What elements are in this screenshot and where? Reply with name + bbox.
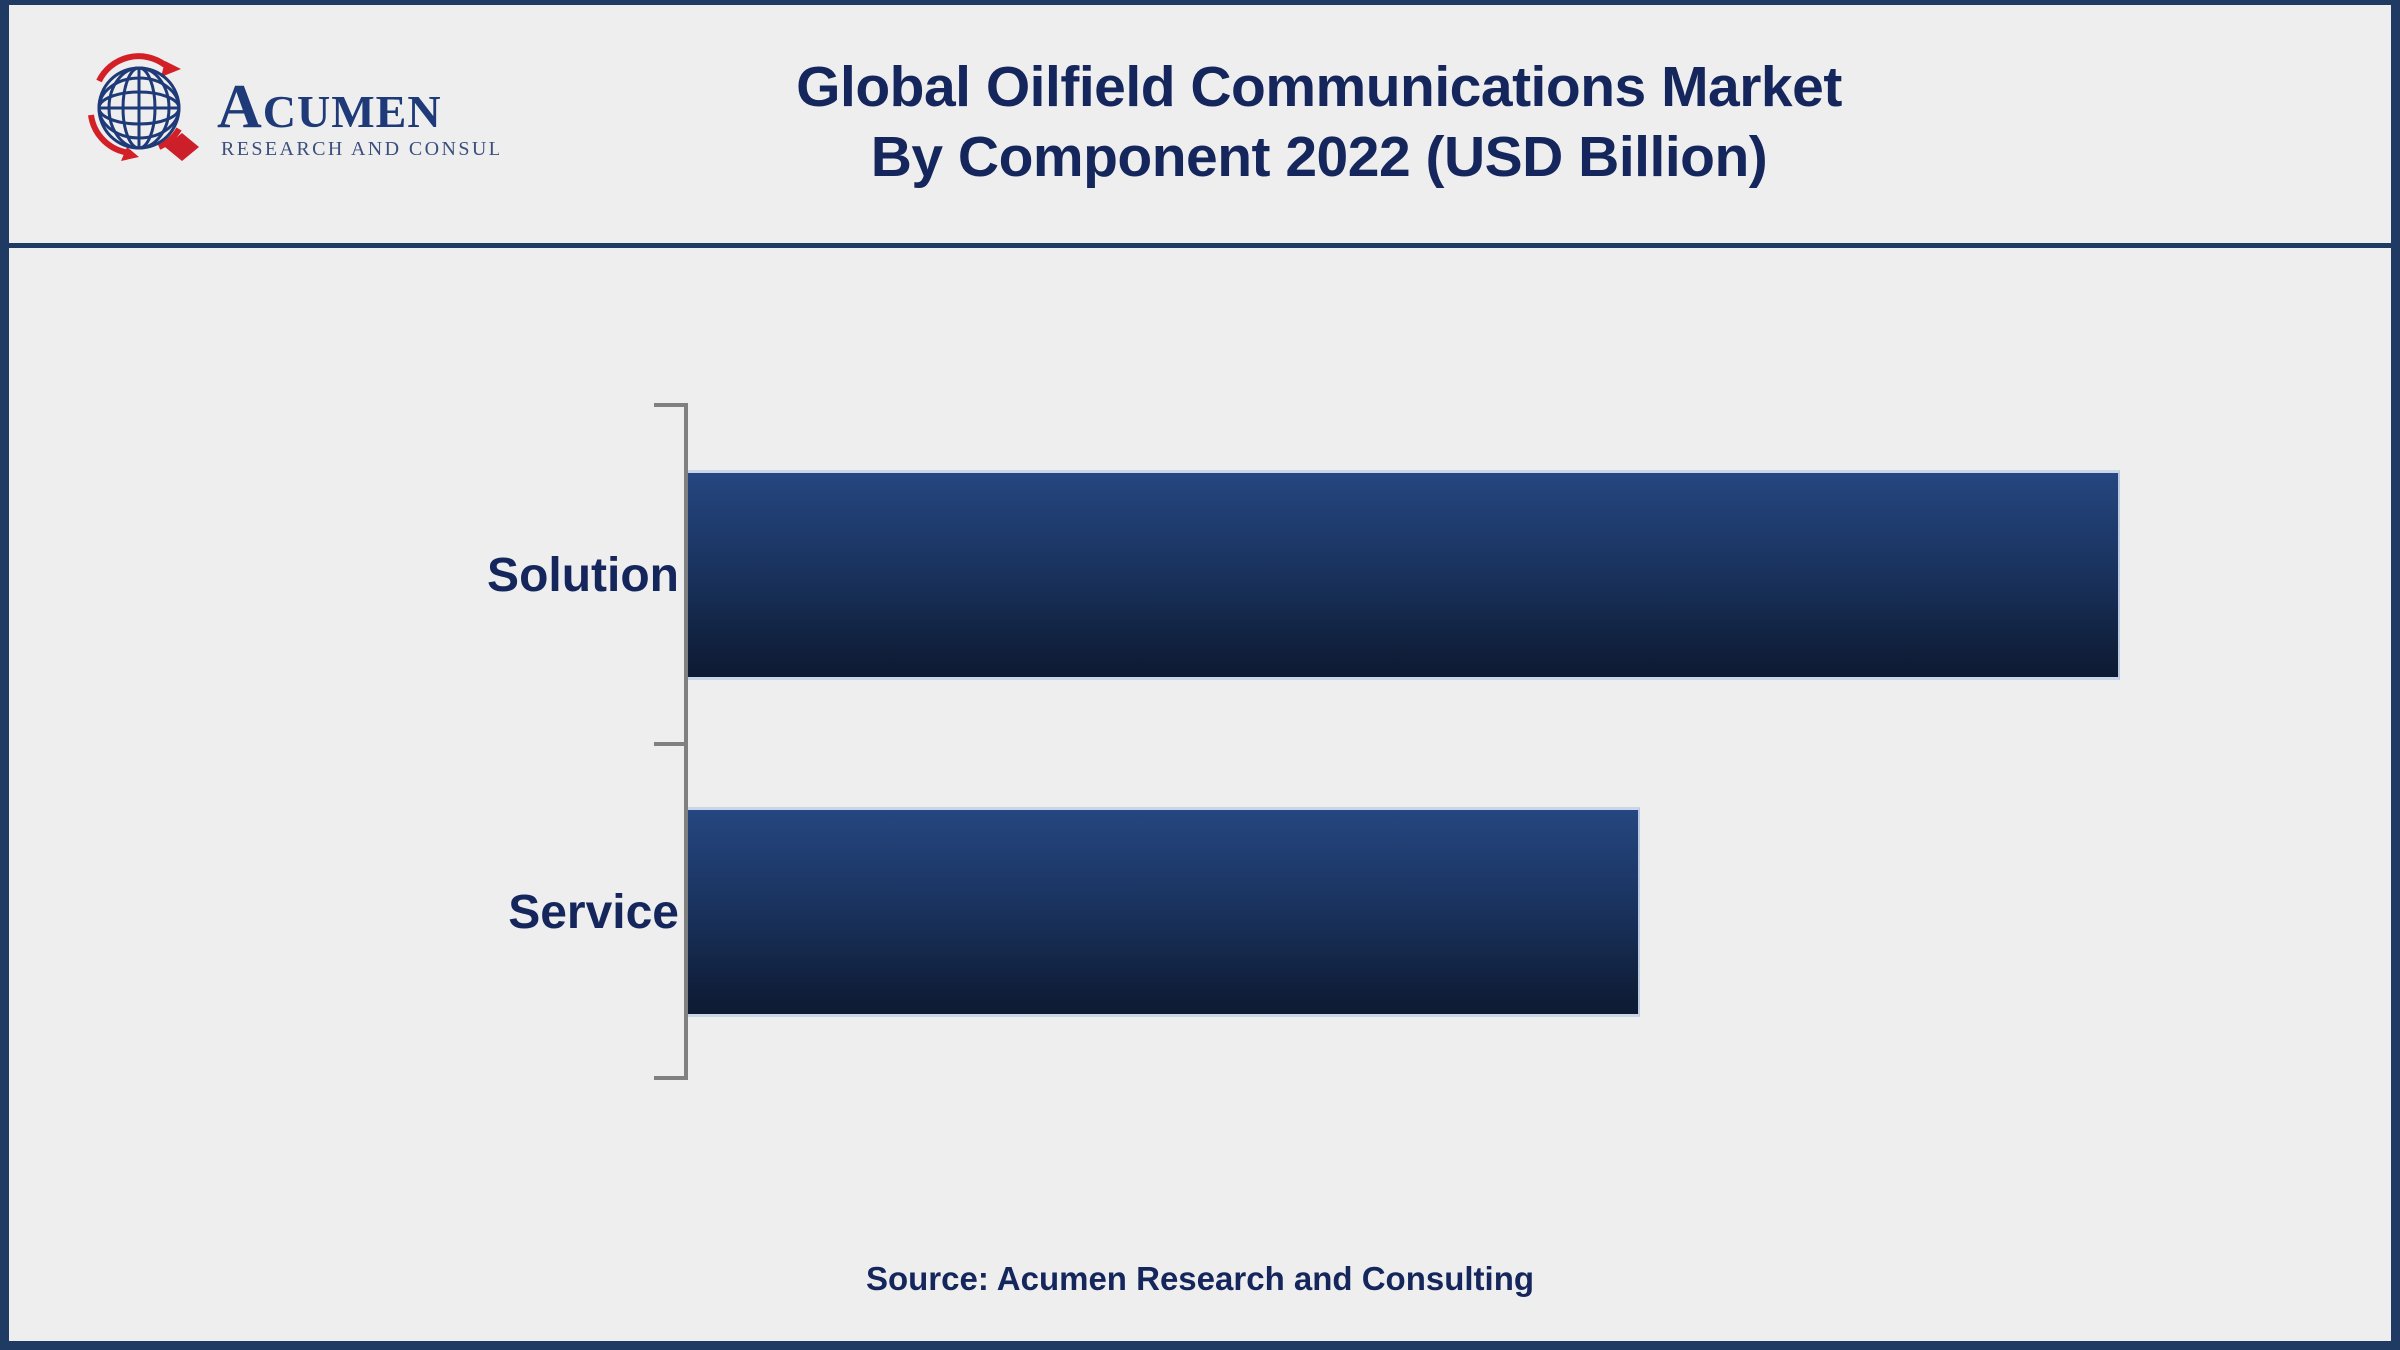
chart-plot-area: Solution Service Source: Acumen Research… (9, 248, 2391, 1341)
source-note: Source: Acumen Research and Consulting (865, 1260, 1535, 1297)
chart-title-line-2: By Component 2022 (USD Billion) (870, 124, 1768, 189)
logo-tagline: RESEARCH AND CONSULTING (221, 138, 499, 160)
axis-tick-top (654, 403, 686, 407)
axis-tick-middle (654, 742, 686, 746)
logo-arrowhead-icon (161, 61, 181, 77)
category-label-solution: Solution (487, 549, 679, 602)
bar-solution[interactable] (688, 470, 2120, 680)
logo-diamond-icon (165, 133, 199, 161)
bar-service[interactable] (688, 807, 1641, 1017)
axis-tick-bottom (654, 1076, 686, 1080)
logo-svg: ACUMEN RESEARCH AND CONSULTING (88, 53, 499, 161)
logo-globe-icon (97, 66, 181, 150)
header-bar: ACUMEN RESEARCH AND CONSULTING Global Oi… (9, 5, 2391, 248)
chart-title-line-1: Global Oilfield Communications Market (796, 55, 1842, 119)
logo-wordmark: ACUMEN (217, 73, 442, 141)
logo-arrowhead-icon-2 (121, 147, 139, 161)
logo-arc-icon (88, 53, 182, 156)
chart-title: Global Oilfield Communications Market By… (569, 53, 2069, 192)
category-label-service: Service (508, 886, 679, 939)
acumen-logo: ACUMEN RESEARCH AND CONSULTING (69, 43, 499, 173)
category-axis-line (684, 403, 688, 1080)
